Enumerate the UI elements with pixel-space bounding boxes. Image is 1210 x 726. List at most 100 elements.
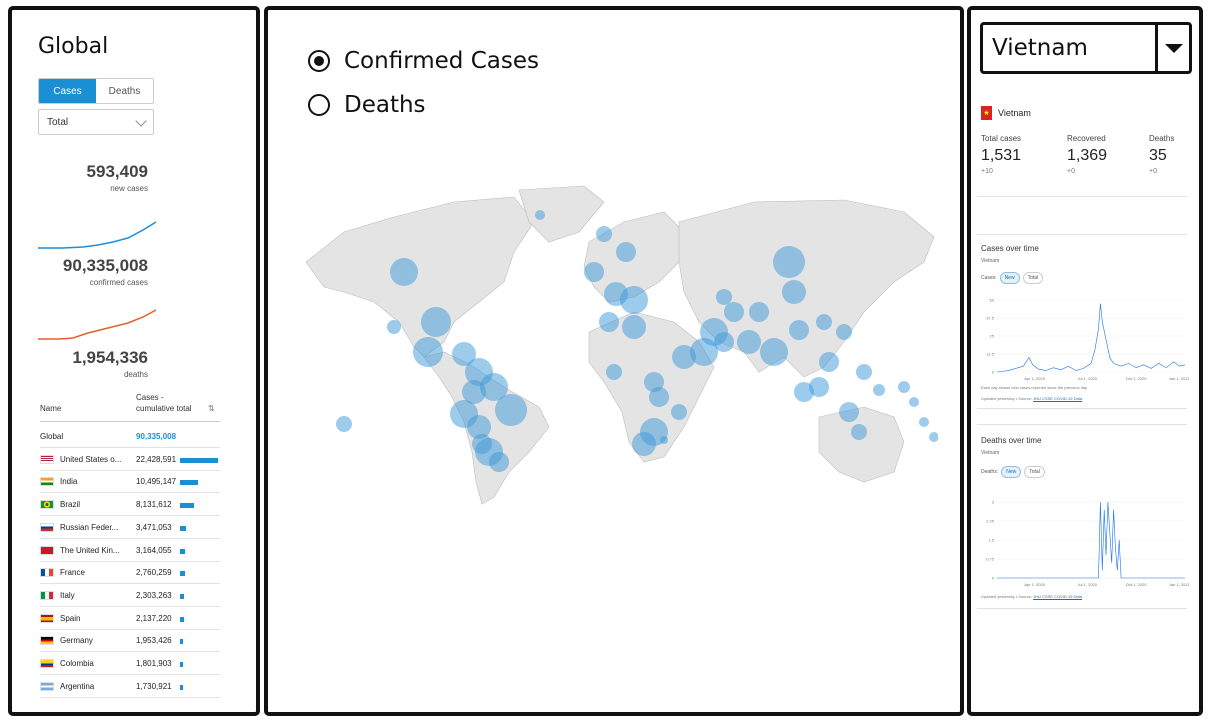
- case-bubble[interactable]: [789, 320, 809, 340]
- case-bubble[interactable]: [856, 364, 872, 380]
- case-bubble[interactable]: [929, 432, 938, 442]
- case-bubble[interactable]: [599, 312, 619, 332]
- case-bubble[interactable]: [873, 384, 885, 396]
- case-bubble[interactable]: [616, 242, 636, 262]
- case-bubble[interactable]: [584, 262, 604, 282]
- case-bubble[interactable]: [596, 226, 612, 242]
- cases-source-link[interactable]: JHU CSSE COVID-19 Data: [1033, 396, 1083, 401]
- table-row[interactable]: The United Kin... 3,164,055: [40, 540, 220, 562]
- table-row[interactable]: Russian Feder... 3,471,053: [40, 517, 220, 539]
- country-dropdown[interactable]: Vietnam: [980, 22, 1192, 74]
- column-name-header[interactable]: Name: [40, 404, 62, 413]
- total-cases-stat: Total cases 1,531 +10: [981, 134, 1021, 175]
- dropdown-button[interactable]: [1155, 25, 1189, 71]
- table-row[interactable]: Colombia 1,801,903: [40, 653, 220, 675]
- deaths-toggle-new[interactable]: New: [1001, 466, 1022, 478]
- case-bubble[interactable]: [714, 332, 734, 352]
- cases-toggle-new[interactable]: New: [999, 272, 1020, 284]
- new-cases-stat: 593,409 new cases: [87, 162, 148, 193]
- case-bubble[interactable]: [467, 415, 491, 439]
- case-bubble[interactable]: [794, 382, 814, 402]
- cases-toggle-total[interactable]: Total: [1022, 272, 1044, 284]
- case-bubble[interactable]: [737, 330, 761, 354]
- table-row[interactable]: Argentina 1,730,921: [40, 676, 220, 698]
- case-bubble[interactable]: [649, 387, 669, 407]
- radio-deaths-label: Deaths: [344, 92, 426, 118]
- case-bubble[interactable]: [898, 381, 910, 393]
- case-bubble[interactable]: [489, 452, 509, 472]
- table-row[interactable]: Global 90,335,008: [40, 426, 220, 448]
- case-bubble[interactable]: [773, 246, 805, 278]
- period-select[interactable]: Total: [38, 109, 154, 135]
- case-bubble[interactable]: [452, 342, 476, 366]
- deaths-source-link[interactable]: JHU CSSE COVID-19 Data: [1033, 594, 1083, 599]
- table-row[interactable]: Spain 2,137,220: [40, 608, 220, 630]
- cases-chart-subtitle: Vietnam: [981, 258, 1000, 264]
- case-bubble[interactable]: [495, 394, 527, 426]
- case-bubble[interactable]: [749, 302, 769, 322]
- y-tick-label: 3: [992, 500, 995, 505]
- case-bubble[interactable]: [336, 416, 352, 432]
- tab-deaths[interactable]: Deaths: [96, 79, 153, 103]
- country-header: ★ Vietnam: [981, 106, 1031, 120]
- case-bubble[interactable]: [387, 320, 401, 334]
- table-row[interactable]: Germany 1,953,426: [40, 630, 220, 653]
- radio-deaths[interactable]: Deaths: [308, 92, 426, 118]
- case-bubble[interactable]: [620, 286, 648, 314]
- case-bubble[interactable]: [839, 402, 859, 422]
- row-country-name: Spain: [60, 613, 81, 623]
- case-bubble[interactable]: [919, 417, 929, 427]
- sort-icon[interactable]: ⇅: [208, 404, 215, 413]
- br-flag-icon: [40, 500, 54, 510]
- country-name: Vietnam: [998, 108, 1031, 118]
- deaths-over-time-chart[interactable]: 3 2.25 1.5 0.75 0 Apr 1, 2020 Jul 1, 2020 Oct 1…: [979, 496, 1189, 592]
- case-bubble[interactable]: [606, 364, 622, 380]
- table-row[interactable]: France 2,760,259: [40, 562, 220, 585]
- table-row[interactable]: Brazil 8,131,612: [40, 494, 220, 517]
- case-bubble[interactable]: [724, 302, 744, 322]
- total-cases-value: 1,531: [981, 147, 1022, 164]
- case-bubble[interactable]: [421, 307, 451, 337]
- case-bubble[interactable]: [390, 258, 418, 286]
- es-flag-icon: [40, 613, 54, 623]
- x-tick-label: Jan 1, 2021: [1169, 376, 1189, 381]
- row-cases-value: 3,471,053: [136, 522, 172, 532]
- case-bubble[interactable]: [672, 345, 696, 369]
- deaths-toggle-total[interactable]: Total: [1024, 466, 1045, 478]
- case-bubble[interactable]: [671, 404, 687, 420]
- case-bubble[interactable]: [622, 315, 646, 339]
- row-cases-value: 2,760,259: [136, 568, 172, 578]
- world-bubble-map[interactable]: [304, 182, 938, 512]
- case-bubble[interactable]: [816, 314, 832, 330]
- case-bubble[interactable]: [472, 434, 492, 454]
- row-cases-value: 22,428,591: [136, 454, 177, 464]
- case-bubble[interactable]: [782, 280, 806, 304]
- row-country-name: The United Kin...: [60, 545, 120, 555]
- country-panel: Vietnam ★ Vietnam Total cases 1,531 +10 …: [967, 6, 1203, 716]
- radio-confirmed-cases[interactable]: Confirmed Cases: [308, 48, 539, 74]
- column-cases-header[interactable]: Cases - cumulative total: [136, 393, 192, 413]
- row-country-name: Colombia: [60, 659, 94, 668]
- cases-chart-title: Cases over time: [981, 244, 1039, 253]
- tab-cases[interactable]: Cases: [39, 79, 96, 103]
- table-row[interactable]: Italy 2,303,263: [40, 585, 220, 607]
- confirmed-cases-label: confirmed cases: [89, 278, 148, 287]
- deaths-label: deaths: [123, 370, 148, 379]
- case-bubble[interactable]: [760, 338, 788, 366]
- case-bubble[interactable]: [851, 424, 867, 440]
- case-bubble[interactable]: [632, 432, 656, 456]
- row-cases-bar: [180, 639, 184, 645]
- case-bubble[interactable]: [819, 352, 839, 372]
- cases-over-time-chart[interactable]: 50 37.5 25 12.5 0 Apr 1, 2020 Jul 1, 2020 Oct 1…: [979, 294, 1189, 386]
- case-bubble[interactable]: [462, 380, 486, 404]
- case-bubble[interactable]: [480, 373, 508, 401]
- case-bubble[interactable]: [909, 397, 919, 407]
- table-row[interactable]: United States o... 22,428,591: [40, 449, 220, 471]
- case-bubble[interactable]: [535, 210, 545, 220]
- divider: [977, 408, 1187, 409]
- case-bubble[interactable]: [413, 337, 443, 367]
- case-bubble[interactable]: [836, 324, 852, 340]
- case-bubble[interactable]: [716, 289, 732, 305]
- table-row[interactable]: India 10,495,147: [40, 471, 220, 494]
- deaths-chart-toggle: Deaths: New Total: [981, 466, 1045, 478]
